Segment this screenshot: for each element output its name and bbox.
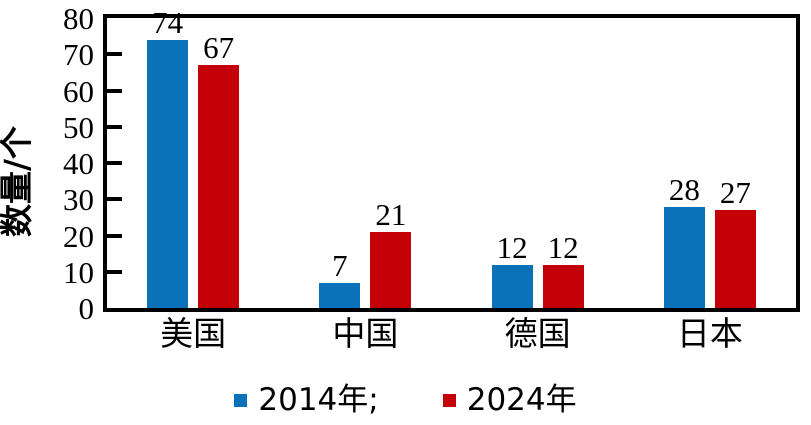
- y-axis-tick-label: 10: [63, 254, 94, 290]
- y-axis-tick-mark: [107, 124, 122, 129]
- plot-area: 74 67 7 21 12 12 28 27: [103, 7, 800, 312]
- y-axis-tick-mark: [107, 233, 122, 238]
- bar-value-label: 12: [547, 229, 579, 265]
- bar-美国-2014年;: [147, 39, 189, 308]
- y-axis-tick-mark: [107, 197, 122, 202]
- bar-value-label: 21: [375, 196, 407, 232]
- y-axis-tick-label: 80: [63, 1, 94, 36]
- bar-value-label: 27: [719, 175, 751, 211]
- bar-德国-2024年: [542, 264, 584, 308]
- legend-item[interactable]: 2024年: [442, 381, 577, 418]
- y-axis-tick-labels: 80 70 60 50 40 30 20 10 0: [34, 0, 100, 325]
- chart-legend: 2014年; 2024年: [0, 378, 811, 422]
- legend-label: 2024年: [466, 381, 577, 418]
- y-axis-tick-label: 40: [63, 146, 94, 181]
- y-axis-tick-mark: [107, 88, 122, 93]
- x-axis-category-label: 日本: [676, 314, 743, 353]
- y-axis-tick-label: 20: [63, 218, 94, 254]
- y-axis-tick-label: 0: [78, 291, 95, 326]
- legend-label: 2014年;: [258, 381, 379, 418]
- x-axis-category-label: 中国: [332, 314, 399, 353]
- plot-inner: 74 67 7 21 12 12 28 27: [107, 7, 796, 308]
- legend-swatch-icon: [442, 393, 456, 407]
- y-axis-tick-label: 60: [63, 73, 94, 109]
- y-axis-title: 数量/个: [0, 96, 37, 266]
- bar-value-label: 67: [203, 30, 235, 66]
- y-axis-tick-label: 70: [63, 37, 94, 73]
- bar-美国-2024年: [198, 65, 240, 308]
- y-axis-tick-mark: [107, 161, 122, 165]
- y-axis-tick-mark: [107, 269, 122, 274]
- legend-item[interactable]: 2014年;: [234, 381, 379, 418]
- y-axis-tick-mark: [107, 52, 122, 57]
- bar-日本-2014年;: [663, 206, 705, 308]
- x-axis-category-labels: 美国 中国 德国 日本: [103, 314, 800, 364]
- x-axis-category-label: 德国: [504, 314, 571, 353]
- x-axis-category-label: 美国: [160, 314, 227, 353]
- bar-日本-2024年: [714, 210, 756, 308]
- bar-value-label: 28: [668, 171, 700, 207]
- bar-value-label: 12: [496, 229, 528, 265]
- y-axis-tick-label: 50: [63, 109, 94, 145]
- bar-德国-2014年;: [491, 264, 533, 308]
- y-axis-title-text: 数量/个: [0, 125, 37, 237]
- bar-中国-2024年: [370, 231, 412, 308]
- legend-swatch-icon: [234, 393, 248, 407]
- bar-value-label: 7: [332, 247, 348, 283]
- y-axis-tick-label: 30: [63, 182, 94, 218]
- bar-中国-2014年;: [319, 282, 361, 308]
- bar-value-label: 74: [152, 4, 184, 40]
